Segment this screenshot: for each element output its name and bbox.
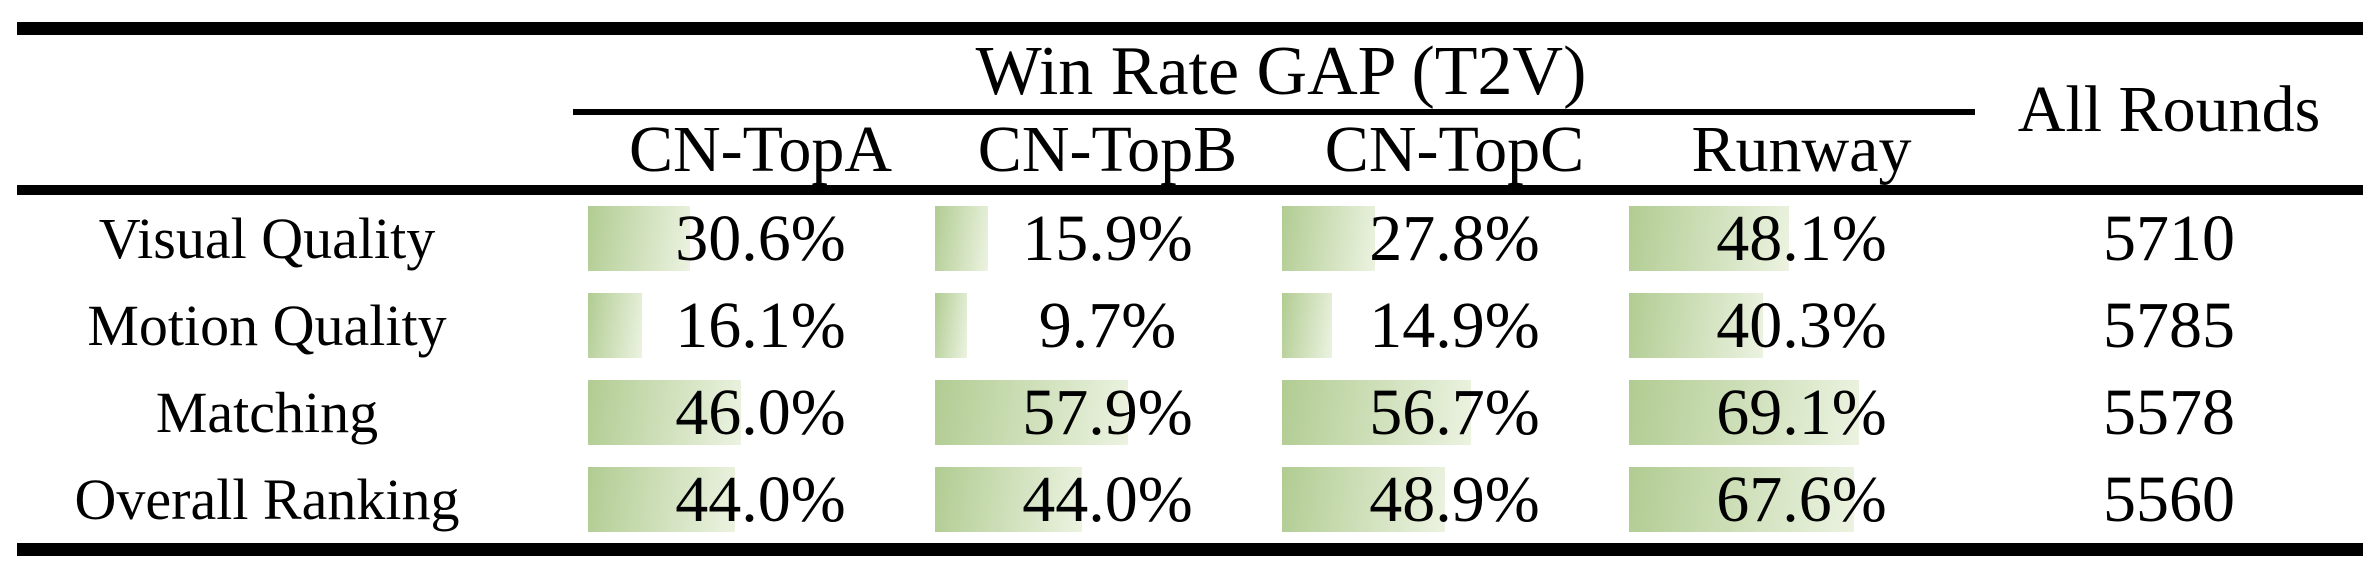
win-rate-value: 48.1% <box>1716 201 1887 275</box>
win-rate-bar <box>1282 293 1332 358</box>
row-label: Motion Quality <box>87 292 447 358</box>
header-corner-cell <box>17 35 587 185</box>
win-rate-bar <box>1629 293 1764 358</box>
table-cell: 44.0% <box>587 456 934 543</box>
table-cell: 27.8% <box>1281 195 1628 282</box>
col-header-cn-topb: CN-TopB <box>977 113 1238 186</box>
all-rounds-value: 5785 <box>2103 288 2235 362</box>
table-row-overall-ranking: Overall Ranking 44.0% 44.0% 48.9% 67.6% … <box>17 456 2363 543</box>
table-cell: 48.9% <box>1281 456 1628 543</box>
win-rate-bar <box>588 467 735 532</box>
win-rate-bar <box>588 206 690 271</box>
win-rate-value: 56.7% <box>1369 375 1540 449</box>
table-cell: 40.3% <box>1628 282 1975 369</box>
all-rounds-value: 5578 <box>2103 375 2235 449</box>
win-rate-value: 48.9% <box>1369 462 1540 536</box>
col-header-cn-topc: CN-TopC <box>1324 113 1585 186</box>
win-rate-bar <box>935 467 1082 532</box>
win-rate-value: 14.9% <box>1369 288 1540 362</box>
table-cell: 15.9% <box>934 195 1281 282</box>
win-rate-value: 40.3% <box>1716 288 1887 362</box>
win-rate-value: 16.1% <box>675 288 846 362</box>
win-rate-bar <box>935 380 1128 445</box>
win-rate-value: 67.6% <box>1716 462 1887 536</box>
row-label: Visual Quality <box>98 205 436 271</box>
win-rate-bar <box>1629 206 1790 271</box>
row-label: Overall Ranking <box>74 466 460 532</box>
table-cell: 9.7% <box>934 282 1281 369</box>
table-cell: 16.1% <box>587 282 934 369</box>
win-rate-value: 9.7% <box>1038 288 1177 362</box>
win-rate-value: 46.0% <box>675 375 846 449</box>
all-rounds-value: 5560 <box>2103 462 2235 536</box>
win-rate-value: 44.0% <box>1022 462 1193 536</box>
win-rate-bar <box>1282 467 1445 532</box>
win-rate-value: 69.1% <box>1716 375 1887 449</box>
table-cell: 57.9% <box>934 369 1281 456</box>
table-row-matching: Matching 46.0% 57.9% 56.7% 69.1% 5578 <box>17 369 2363 456</box>
win-rate-bar <box>588 380 742 445</box>
win-rate-value: 30.6% <box>675 201 846 275</box>
table-cell: 30.6% <box>587 195 934 282</box>
win-rate-value: 15.9% <box>1022 201 1193 275</box>
win-rate-bar <box>1282 380 1471 445</box>
table-row-motion-quality: Motion Quality 16.1% 9.7% 14.9% 40.3% 57… <box>17 282 2363 369</box>
table-header: Win Rate GAP (T2V) All Rounds CN-TopA CN… <box>17 35 2363 195</box>
win-rate-value: 57.9% <box>1022 375 1193 449</box>
table-cell: 56.7% <box>1281 369 1628 456</box>
win-rate-value: 27.8% <box>1369 201 1540 275</box>
win-rate-bar <box>1629 380 1860 445</box>
col-header-cn-topa: CN-TopA <box>628 113 893 186</box>
win-rate-bar <box>1282 206 1375 271</box>
table-cell: 67.6% <box>1628 456 1975 543</box>
table-cell: 69.1% <box>1628 369 1975 456</box>
table-cell: 46.0% <box>587 369 934 456</box>
win-rate-value: 44.0% <box>675 462 846 536</box>
col-header-runway: Runway <box>1691 113 1912 186</box>
win-rate-bar <box>1629 467 1855 532</box>
table-row-visual-quality: Visual Quality 30.6% 15.9% 27.8% 48.1% 5… <box>17 195 2363 282</box>
row-label: Matching <box>155 379 379 445</box>
win-rate-bar <box>935 206 988 271</box>
win-rate-table: Win Rate GAP (T2V) All Rounds CN-TopA CN… <box>17 22 2363 556</box>
table-cell: 14.9% <box>1281 282 1628 369</box>
all-rounds-value: 5710 <box>2103 201 2235 275</box>
table-cell: 44.0% <box>934 456 1281 543</box>
table-title: Win Rate GAP (T2V) <box>573 35 1975 115</box>
win-rate-bar <box>935 293 968 358</box>
col-header-all-rounds: All Rounds <box>2017 73 2321 146</box>
table-cell: 48.1% <box>1628 195 1975 282</box>
win-rate-bar <box>588 293 642 358</box>
